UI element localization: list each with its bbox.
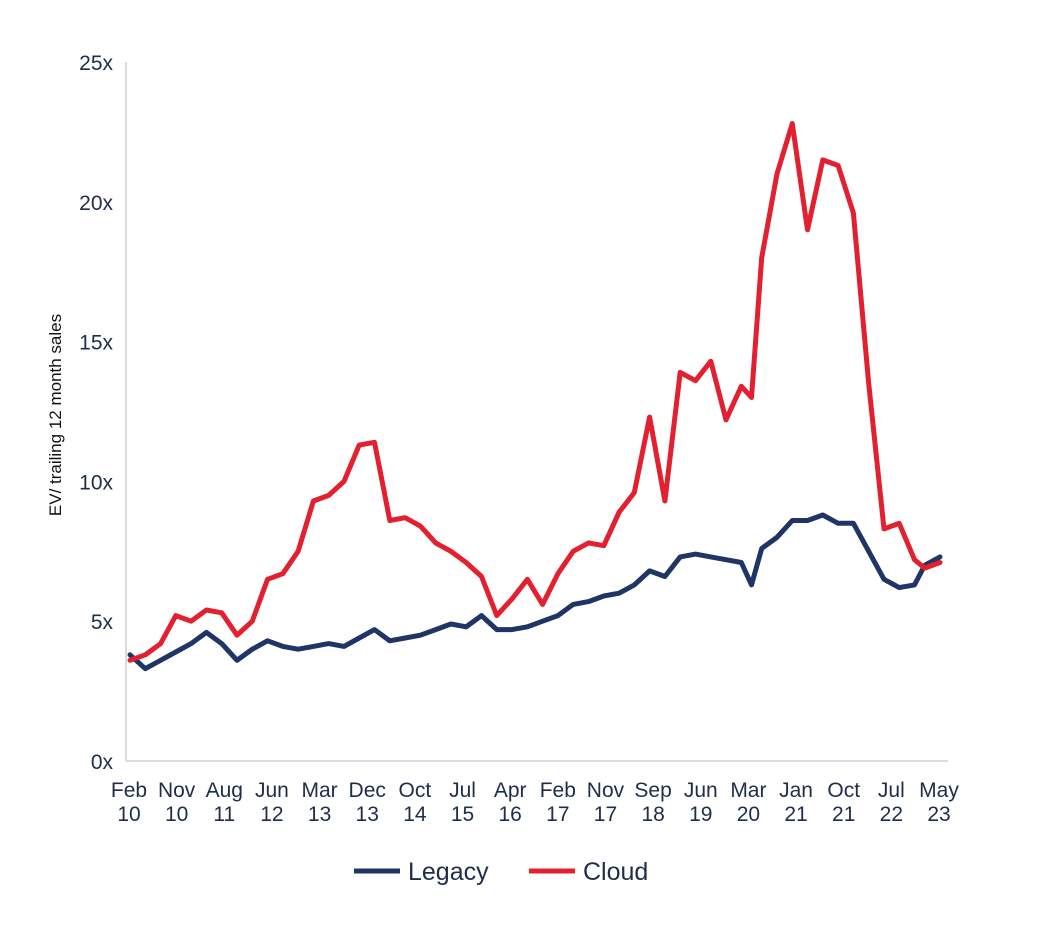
x-tick-label-month: Feb bbox=[540, 779, 576, 802]
x-tick-label-month: Jul bbox=[878, 779, 905, 802]
y-axis-label: EV/ trailing 12 month sales bbox=[46, 314, 65, 516]
y-tick-label: 25x bbox=[79, 52, 113, 75]
x-tick-label-month: Oct bbox=[827, 779, 860, 802]
x-tick-label-year: 19 bbox=[689, 803, 712, 826]
x-tick-label-month: Mar bbox=[730, 779, 766, 802]
x-tick-label-month: Oct bbox=[399, 779, 432, 802]
x-tick-label-year: 15 bbox=[451, 803, 474, 826]
x-tick-label-year: 13 bbox=[356, 803, 379, 826]
x-tick-label-year: 22 bbox=[880, 803, 903, 826]
x-tick-label-year: 20 bbox=[737, 803, 760, 826]
x-tick-label-month: Jul bbox=[449, 779, 476, 802]
series-layer bbox=[127, 121, 943, 672]
x-tick-label-month: Aug bbox=[206, 779, 243, 802]
y-tick-label: 15x bbox=[79, 332, 113, 355]
x-tick-label-month: Nov bbox=[587, 779, 625, 802]
x-tick-label-year: 13 bbox=[308, 803, 331, 826]
x-tick-label-year: 21 bbox=[784, 803, 807, 826]
x-tick-label-month: Jan bbox=[779, 779, 813, 802]
y-axis-ticks: 0x 5x 10x 15x 20x 25x bbox=[79, 52, 113, 774]
x-tick-label-year: 14 bbox=[403, 803, 427, 826]
x-tick-label-month: Sep bbox=[634, 779, 671, 802]
y-tick-label: 20x bbox=[79, 192, 113, 215]
x-tick-label-month: Mar bbox=[302, 779, 338, 802]
legend-label-cloud: Cloud bbox=[583, 858, 648, 886]
x-tick-label-year: 17 bbox=[594, 803, 617, 826]
x-tick-label-year: 11 bbox=[213, 803, 235, 826]
series-line-legacy bbox=[127, 512, 943, 672]
x-tick-label-year: 10 bbox=[117, 803, 140, 826]
x-tick-label-year: 12 bbox=[260, 803, 283, 826]
x-tick-label-year: 10 bbox=[165, 803, 188, 826]
y-tick-label: 10x bbox=[79, 471, 113, 494]
x-tick-label-year: 17 bbox=[546, 803, 569, 826]
x-tick-label-year: 23 bbox=[927, 803, 950, 826]
x-tick-label-month: Nov bbox=[158, 779, 196, 802]
x-tick-label-month: Apr bbox=[494, 779, 527, 802]
x-tick-label-month: May bbox=[919, 779, 959, 802]
y-tick-label: 5x bbox=[91, 611, 114, 634]
x-tick-label-month: Feb bbox=[111, 779, 147, 802]
legend-label-legacy: Legacy bbox=[408, 858, 489, 886]
x-axis-ticks: Feb10Nov10Aug11Jun12Mar13Dec13Oct14Jul15… bbox=[111, 779, 959, 826]
x-tick-label-year: 16 bbox=[498, 803, 521, 826]
y-tick-label: 0x bbox=[91, 751, 114, 774]
x-tick-label-month: Dec bbox=[349, 779, 386, 802]
x-tick-label-month: Jun bbox=[684, 779, 718, 802]
series-line-cloud bbox=[127, 121, 943, 663]
x-tick-label-month: Jun bbox=[255, 779, 289, 802]
x-tick-label-year: 18 bbox=[641, 803, 664, 826]
legend: Legacy Cloud bbox=[354, 858, 648, 886]
x-tick-label-year: 21 bbox=[832, 803, 855, 826]
